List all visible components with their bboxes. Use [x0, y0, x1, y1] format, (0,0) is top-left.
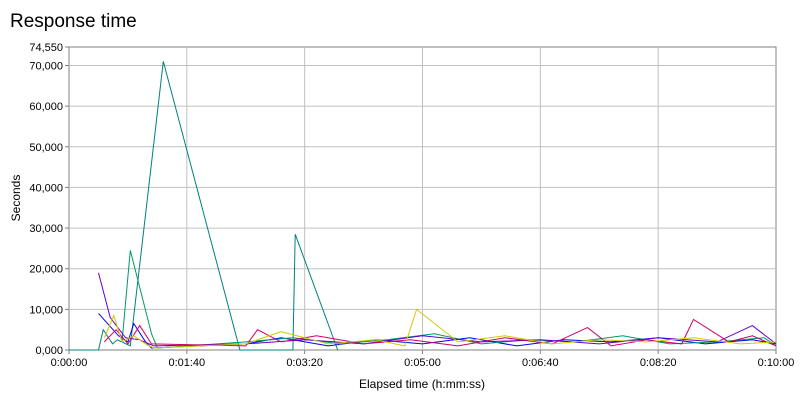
x-tick-label: 0:10:00: [758, 357, 795, 369]
y-tick-label: 30,000: [29, 223, 63, 235]
x-tick-label: 0:00:00: [51, 357, 88, 369]
x-axis-title: Elapsed time (h:mm:ss): [359, 377, 485, 391]
y-tick-label: 50,000: [29, 142, 63, 154]
x-tick-label: 0:01:40: [168, 357, 205, 369]
y-tick-label: 60,000: [29, 101, 63, 113]
x-tick-label: 0:03:20: [286, 357, 323, 369]
series-group: [69, 61, 777, 351]
chart-title: Response time: [10, 11, 137, 32]
x-tick-label: 0:05:00: [404, 357, 441, 369]
y-tick-label: 74,550: [29, 42, 63, 54]
x-axis-ticks: 0:00:00 0:01:40 0:03:20 0:05:00 0:06:40 0:08:…: [51, 350, 795, 369]
y-axis-ticks: 0,000 10,000 20,000 30,000 40,000 50,000 60,00…: [29, 42, 69, 357]
y-tick-label: 70,000: [29, 60, 63, 72]
y-tick-label: 0,000: [35, 345, 63, 357]
y-axis-title: Seconds: [9, 175, 23, 222]
series-line-5: [103, 318, 777, 347]
y-tick-label: 40,000: [29, 182, 63, 194]
series-line-4: [98, 272, 777, 347]
grid-lines: [69, 47, 776, 350]
series-line-3: [121, 250, 777, 349]
x-tick-label: 0:06:40: [522, 357, 559, 369]
y-tick-label: 20,000: [29, 264, 63, 276]
series-line-1: [69, 61, 339, 351]
y-tick-label: 10,000: [29, 304, 63, 316]
series-line-6: [103, 308, 777, 349]
x-tick-label: 0:08:20: [640, 357, 677, 369]
